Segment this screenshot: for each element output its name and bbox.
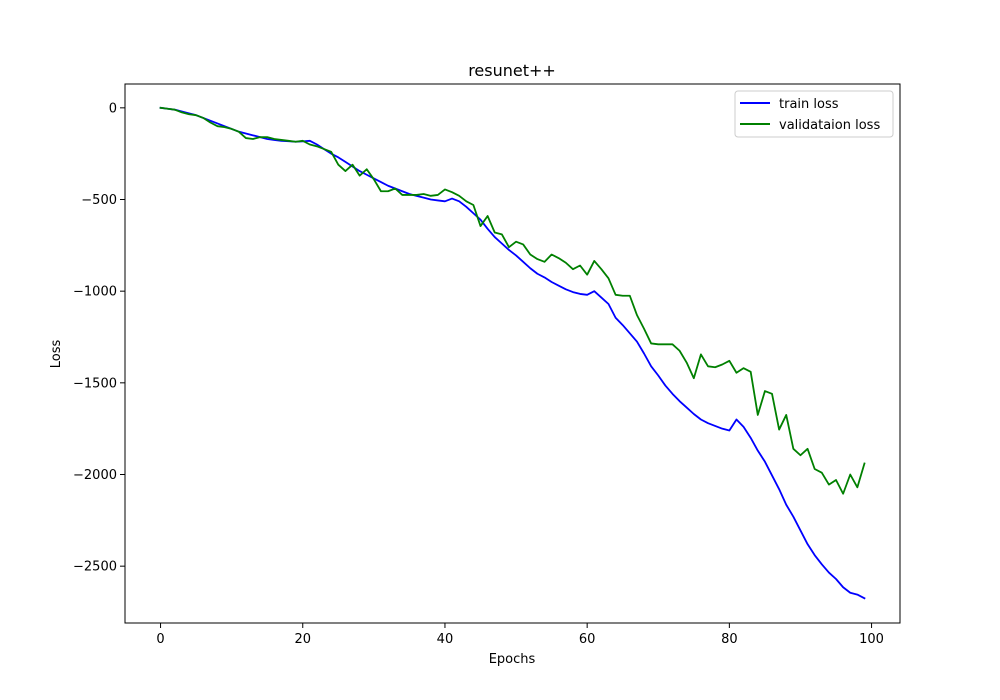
- x-tick-label: 0: [156, 632, 164, 647]
- series-line-train-loss: [159, 106, 866, 600]
- y-tick-label: −1500: [73, 376, 117, 391]
- series-line-validation-loss: [159, 106, 866, 495]
- y-tick-label: −2500: [73, 560, 117, 575]
- y-axis: 0 −500 −1000 −1500 −2000 −2500: [73, 101, 125, 575]
- y-tick-label: −1000: [73, 285, 117, 300]
- legend-label-validation-loss: validataion loss: [779, 118, 880, 133]
- x-axis-label: Epochs: [489, 652, 536, 667]
- x-tick-label: 80: [721, 632, 738, 647]
- x-tick-label: 60: [579, 632, 596, 647]
- plot-area: [125, 84, 900, 623]
- y-tick-label: −2000: [73, 468, 117, 483]
- legend: train loss validataion loss: [734, 90, 894, 138]
- y-axis-label: Loss: [49, 340, 64, 369]
- chart-title: resunet++: [468, 61, 556, 80]
- plot-frame: [124, 83, 901, 624]
- x-tick-label: 100: [859, 632, 884, 647]
- y-tick-label: −500: [81, 193, 117, 208]
- x-tick-label: 20: [294, 632, 311, 647]
- legend-box: [734, 90, 894, 138]
- y-tick-label: 0: [109, 101, 117, 116]
- legend-label-train-loss: train loss: [779, 97, 839, 112]
- series-layer: [159, 106, 866, 600]
- x-tick-label: 40: [437, 632, 454, 647]
- x-axis: 0 20 40 60 80 100: [156, 623, 884, 647]
